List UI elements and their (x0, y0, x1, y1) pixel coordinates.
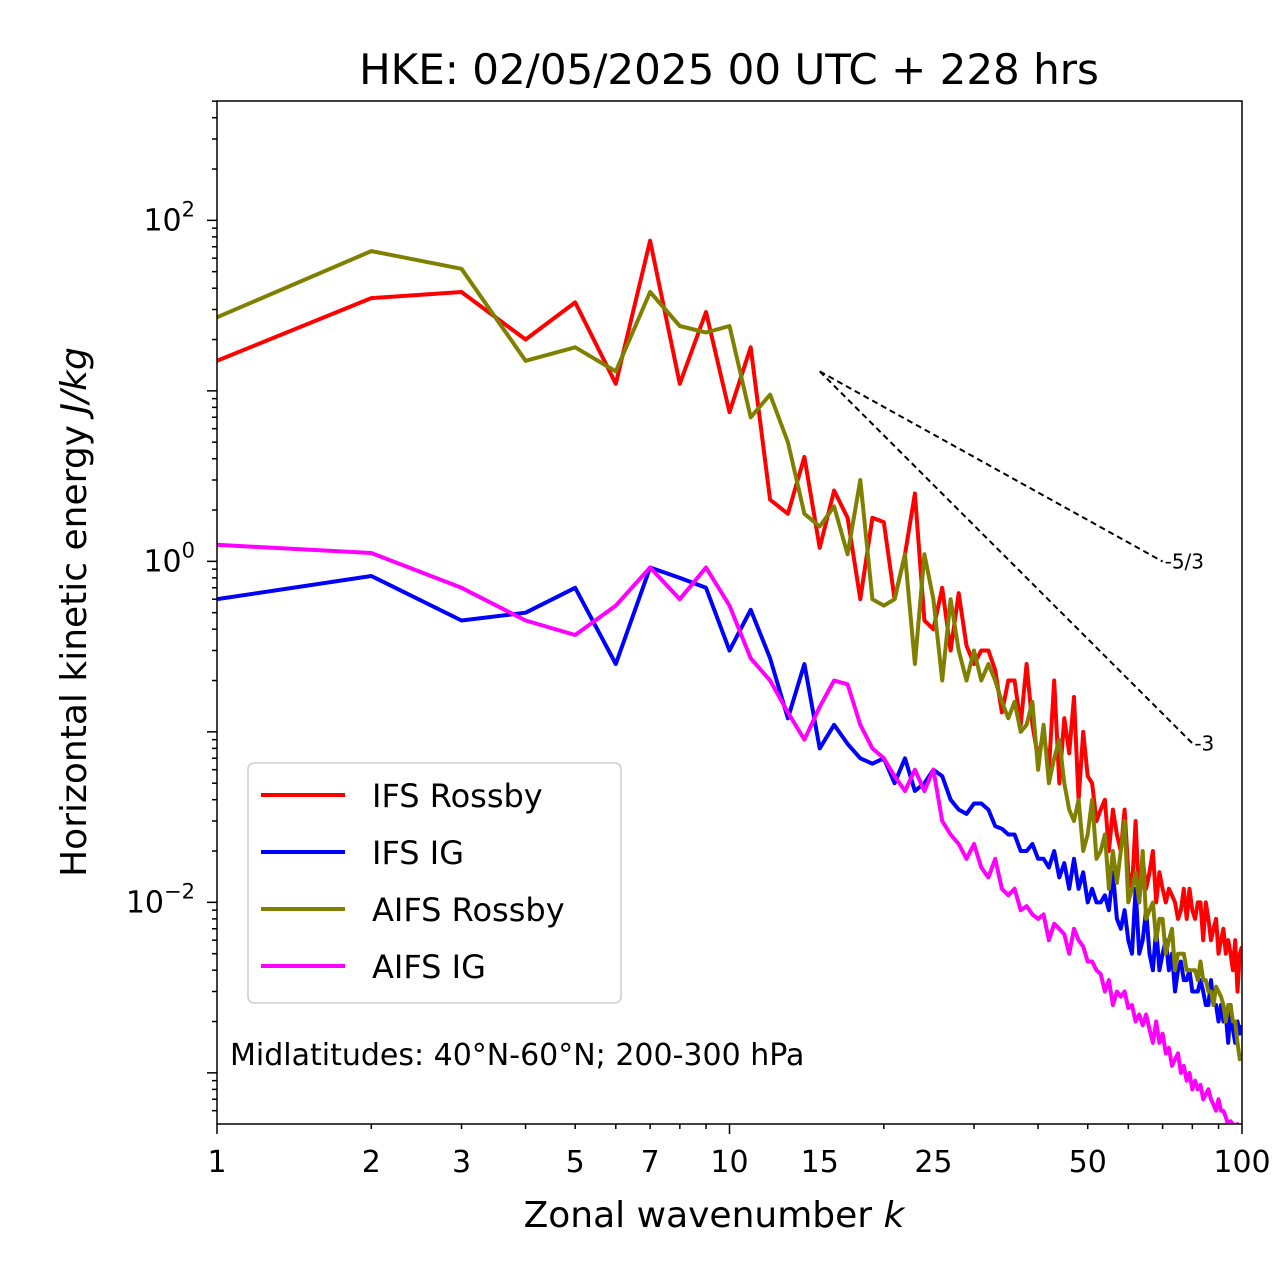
series-line-aifs-ig (217, 542, 1240, 1124)
y-tick-label: 102 (143, 197, 195, 238)
x-axis-label-text: Zonal wavenumber (524, 1195, 873, 1236)
x-axis-ticks: 1 2 3 5 7 10 15 25 50 100 (207, 1124, 1271, 1180)
series-lines (217, 238, 1242, 1124)
reference-line (819, 370, 1194, 744)
x-tick-label: 5 (566, 1145, 585, 1180)
x-tick-label: 15 (801, 1145, 839, 1180)
y-axis-label: Horizontal kinetic energy J/kg (54, 347, 95, 877)
legend-entries: IFS Rossby IFS IG AIFS Rossby AIFS IG (261, 777, 565, 986)
legend: IFS Rossby IFS IG AIFS Rossby AIFS IG (247, 762, 622, 1004)
x-tick-label: 100 (1213, 1145, 1270, 1180)
plot-area-frame (216, 100, 1243, 1125)
series-line-ifs-rossby (217, 238, 1242, 994)
reference-line-label: -3 (1194, 731, 1214, 755)
series-line-ifs-ig (217, 565, 1242, 1045)
legend-label: IFS Rossby (372, 777, 543, 815)
chart-title: HKE: 02/05/2025 00 UTC + 228 hrs (359, 45, 1099, 94)
x-tick-label: 25 (914, 1145, 952, 1180)
x-tick-label: 3 (452, 1145, 471, 1180)
region-annotation: Midlatitudes: 40°N-60°N; 200-300 hPa (230, 1038, 804, 1073)
legend-label: IFS IG (372, 834, 464, 872)
x-axis-label: Zonal wavenumber k (524, 1195, 907, 1236)
y-tick-exponent: 2 (182, 197, 195, 221)
reference-line-label: -5/3 (1165, 550, 1204, 574)
y-tick-base: 10 (143, 203, 181, 238)
y-axis-label-units: J/kg (54, 347, 95, 419)
reference-slope-lines: -5/3 -3 (819, 370, 1214, 755)
reference-line (819, 370, 1164, 563)
y-tick-label: 100 (143, 538, 195, 579)
y-tick-base: 10 (143, 544, 181, 579)
series-line-aifs-rossby (217, 249, 1242, 1062)
legend-box (247, 762, 622, 1004)
legend-label: AIFS Rossby (372, 891, 565, 929)
legend-label: AIFS IG (372, 948, 486, 986)
x-tick-label: 10 (710, 1145, 748, 1180)
x-tick-label: 7 (641, 1145, 660, 1180)
x-tick-label: 2 (362, 1145, 381, 1180)
y-tick-base: 10 (126, 885, 164, 920)
x-tick-label: 1 (207, 1145, 226, 1180)
x-tick-label: 50 (1069, 1145, 1107, 1180)
y-tick-exponent: −2 (164, 879, 195, 903)
y-tick-label: 10−2 (126, 879, 195, 920)
x-axis-label-variable: k (884, 1195, 907, 1236)
y-axis-label-text: Horizontal kinetic energy (54, 425, 95, 877)
y-tick-exponent: 0 (182, 538, 195, 562)
